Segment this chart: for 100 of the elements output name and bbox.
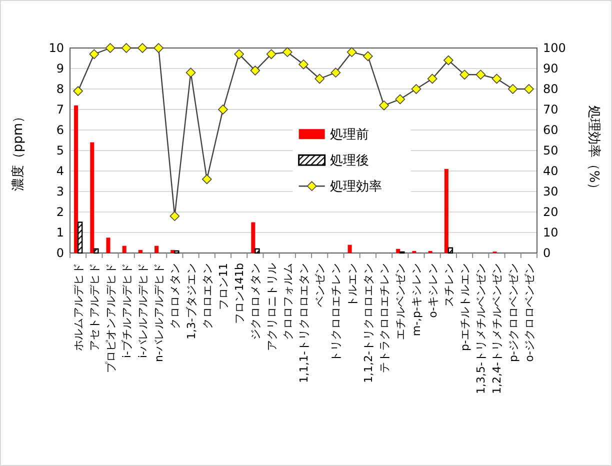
y-tick-label: 0 — [56, 246, 64, 260]
bar — [77, 222, 83, 254]
bar — [396, 248, 400, 253]
x-tick-label: アクリロニトリル — [265, 263, 278, 351]
x-tick-label: プロピオンアルデヒド — [104, 263, 118, 373]
bar — [106, 238, 110, 253]
x-tick-label: m-,p-キシレン — [410, 263, 424, 336]
y2-tick-label: 50 — [543, 144, 558, 158]
point — [363, 51, 373, 62]
bar — [448, 247, 454, 254]
y2-tick-label: 90 — [543, 62, 558, 76]
x-tick-label: 1,2,4-トリメチルベンゼン — [490, 263, 504, 394]
x-tick-label: ベンゼン — [314, 263, 327, 307]
point — [346, 47, 357, 57]
x-tick-label: n-バレルアルデヒド — [152, 263, 166, 362]
point — [411, 84, 422, 94]
x-tick-label: クロロメタン — [168, 263, 182, 329]
x-tick-label: ホルムアルデヒド — [72, 263, 86, 351]
bar — [444, 168, 448, 253]
x-tick-label: クロロフォルム — [281, 263, 294, 340]
bar — [254, 248, 260, 254]
y2-tick-label: 20 — [543, 205, 558, 220]
x-tick-label: フロン11 — [216, 263, 230, 310]
point — [460, 70, 470, 80]
x-tick-label: ジクロロメタン — [249, 263, 262, 340]
point — [202, 174, 212, 184]
point — [395, 94, 406, 104]
legend-label: 処理効率 — [330, 178, 382, 195]
bar — [122, 246, 126, 253]
point — [266, 49, 276, 60]
point — [121, 43, 132, 53]
x-tick-label: p-エチルトルエン — [458, 263, 472, 351]
y-tick-label: 3 — [56, 184, 64, 199]
point — [170, 211, 180, 221]
x-tick-label: フロン141b — [233, 262, 246, 324]
point — [379, 100, 389, 110]
point — [476, 70, 486, 80]
x-tick-label: i-ブチルアルデヒド — [120, 263, 134, 358]
point — [73, 86, 83, 96]
point — [234, 49, 244, 60]
y2-tick-label: 30 — [543, 184, 558, 199]
point — [444, 55, 454, 66]
y-tick-label: 1 — [56, 226, 64, 240]
y2-tick-label: 80 — [543, 82, 558, 96]
y2-tick-label: 100 — [543, 41, 566, 56]
x-tick-label: アセトアルデヒド — [88, 263, 102, 351]
y-tick-label: 4 — [56, 164, 64, 178]
bar — [174, 250, 180, 254]
y2-axis-title: 処理効率（%） — [586, 105, 602, 196]
x-tick-label: i-バレルアルデヒド — [136, 263, 150, 358]
y-tick-label: 8 — [56, 82, 64, 96]
x-tick-label: p-ジクロロベンゼン — [506, 263, 520, 362]
legend-label: 処理後 — [330, 154, 369, 169]
y2-tick-label: 40 — [543, 164, 558, 178]
point — [218, 104, 228, 114]
y2-tick-label: 70 — [543, 102, 558, 117]
point — [89, 49, 100, 60]
x-tick-label: 1,1,2-トリクロロエタン — [362, 263, 375, 383]
point — [186, 68, 196, 78]
point — [427, 74, 438, 84]
y-tick-label: 2 — [56, 205, 64, 220]
y-tick-label: 10 — [48, 41, 64, 56]
point — [330, 68, 341, 78]
bar — [138, 250, 142, 253]
y-tick-label: 7 — [56, 102, 64, 117]
bar — [74, 105, 78, 253]
point — [282, 47, 292, 57]
point — [492, 74, 502, 84]
y-tick-label: 6 — [56, 123, 64, 138]
bar — [348, 244, 352, 253]
point — [508, 84, 518, 94]
x-tick-label: テトラクロロエチレン — [378, 263, 392, 373]
bar — [154, 246, 159, 253]
bar — [90, 142, 94, 253]
y-tick-label: 5 — [56, 144, 64, 158]
y2-tick-label: 0 — [543, 246, 551, 260]
x-tick-label: トリクロロエチレン — [330, 263, 343, 362]
x-tick-label: 1,1,1-トリクロロエタン — [298, 263, 310, 383]
point — [314, 74, 325, 84]
point — [154, 43, 164, 53]
bar — [251, 222, 256, 253]
point — [298, 60, 308, 70]
legend-label: 処理前 — [330, 128, 369, 143]
point — [105, 43, 116, 53]
y-axis-title: 濃度（ppm） — [10, 110, 26, 192]
x-tick-label: o-キシレン — [426, 263, 440, 318]
y2-tick-label: 60 — [543, 123, 558, 138]
y-tick-label: 9 — [56, 62, 64, 76]
x-tick-label: 1,3,5-トリメチルベンゼン — [474, 263, 488, 394]
bar — [94, 248, 99, 254]
x-tick-label: 1,3-ブタジエン — [184, 263, 198, 340]
x-tick-label: スチレン — [442, 263, 456, 307]
x-tick-label: エチルベンゼン — [394, 263, 408, 340]
y2-tick-label: 10 — [543, 226, 558, 240]
point — [138, 43, 148, 53]
x-tick-label: トルエン — [346, 263, 359, 307]
x-tick-label: o-ジクロロベンゼン — [522, 263, 536, 362]
point — [524, 84, 534, 94]
point — [250, 66, 260, 76]
x-tick-label: クロロエタン — [200, 263, 214, 329]
